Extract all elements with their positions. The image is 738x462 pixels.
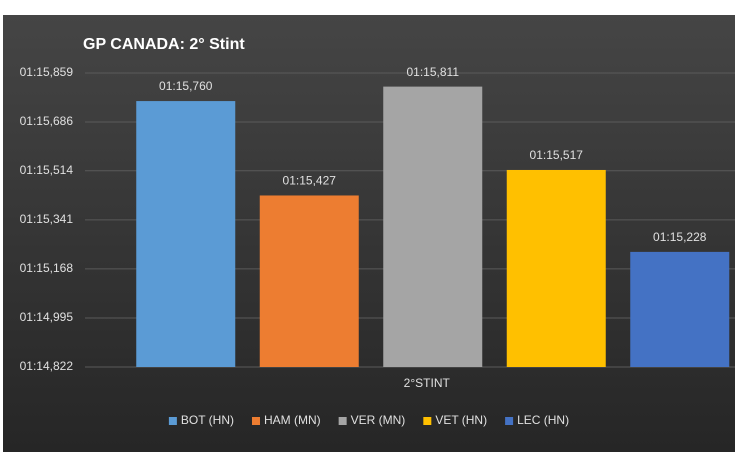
data-label: 01:15,427 [283, 174, 337, 188]
y-tick-label: 01:15,686 [20, 114, 74, 128]
y-tick-label: 01:15,168 [20, 261, 74, 275]
bar [383, 86, 483, 367]
y-tick-label: 01:15,341 [20, 212, 74, 226]
y-tick-label: 01:14,822 [20, 359, 74, 373]
legend-label: VER (MN) [351, 413, 406, 427]
legend-swatch [251, 417, 260, 425]
x-tick-label: 2°STINT [404, 376, 451, 390]
chart-background [3, 15, 735, 452]
bar [630, 251, 730, 367]
data-label: 01:15,811 [407, 65, 460, 79]
data-label: 01:15,760 [159, 79, 213, 93]
bar [259, 195, 359, 367]
legend-swatch [168, 417, 177, 425]
y-tick-label: 01:14,995 [20, 310, 74, 324]
chart-title: GP CANADA: 2° Stint [83, 36, 245, 53]
legend-label: BOT (HN) [181, 413, 234, 427]
bar [506, 169, 606, 367]
bar [136, 101, 236, 367]
legend-swatch [338, 417, 347, 425]
legend-label: VET (HN) [435, 413, 487, 427]
y-tick-label: 01:15,859 [20, 65, 74, 79]
legend-label: LEC (HN) [517, 413, 569, 427]
y-tick-label: 01:15,514 [20, 163, 74, 177]
legend-label: HAM (MN) [264, 413, 321, 427]
legend-swatch [423, 417, 432, 425]
data-label: 01:15,228 [653, 230, 707, 244]
legend-swatch [505, 417, 514, 425]
data-label: 01:15,517 [530, 148, 584, 162]
